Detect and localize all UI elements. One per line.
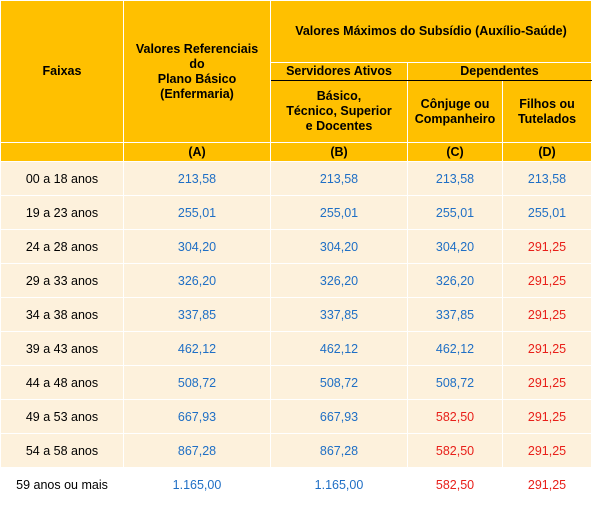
cell-faixa: 49 a 53 anos	[0, 399, 124, 434]
cell-col-a: 326,20	[123, 263, 271, 298]
cell-faixa: 44 a 48 anos	[0, 365, 124, 400]
header-maximos: Valores Máximos do Subsídio (Auxílio-Saú…	[270, 0, 592, 63]
cell-faixa: 19 a 23 anos	[0, 195, 124, 230]
cell-col-d: 291,25	[502, 297, 592, 332]
cell-faixa: 39 a 43 anos	[0, 331, 124, 366]
cell-col-c: 213,58	[407, 161, 503, 196]
cell-col-d: 291,25	[502, 229, 592, 264]
header-conjuge: Cônjuge ou Companheiro	[407, 80, 503, 143]
header-servidores: Servidores Ativos	[270, 62, 408, 81]
header-dependentes-label: Dependentes	[460, 64, 539, 78]
table-row: 29 a 33 anos 326,20 326,20 326,20 291,25	[0, 263, 592, 298]
cell-faixa: 59 anos ou mais	[0, 467, 124, 502]
cell-col-a: 462,12	[123, 331, 271, 366]
table-row: 49 a 53 anos 667,93 667,93 582,50 291,25	[0, 399, 592, 434]
cell-col-c: 255,01	[407, 195, 503, 230]
header-servidores-label: Servidores Ativos	[286, 64, 392, 78]
header-faixas-label: Faixas	[42, 64, 82, 78]
cell-faixa: 24 a 28 anos	[0, 229, 124, 264]
header-col-c: (C)	[407, 142, 503, 162]
header-maximos-label: Valores Máximos do Subsídio (Auxílio-Saú…	[295, 24, 567, 38]
cell-col-a: 213,58	[123, 161, 271, 196]
cell-col-a: 508,72	[123, 365, 271, 400]
cell-col-d: 291,25	[502, 365, 592, 400]
cell-col-c: 326,20	[407, 263, 503, 298]
table-body: 00 a 18 anos 213,58 213,58 213,58 213,58 19 a…	[0, 161, 592, 502]
header-conjuge-line1: Cônjuge ou	[420, 96, 490, 111]
header-referenciais-line1: Valores Referenciais	[135, 41, 259, 56]
cell-col-b: 508,72	[270, 365, 408, 400]
cell-col-d: 291,25	[502, 331, 592, 366]
header-faixas-letter	[0, 142, 124, 162]
cell-col-d: 291,25	[502, 467, 592, 502]
cell-col-d: 291,25	[502, 433, 592, 468]
cell-col-b: 667,93	[270, 399, 408, 434]
header-faixas: Faixas	[0, 0, 124, 143]
cell-faixa: 54 a 58 anos	[0, 433, 124, 468]
cell-col-d: 291,25	[502, 263, 592, 298]
cell-faixa: 00 a 18 anos	[0, 161, 124, 196]
cell-col-c: 582,50	[407, 399, 503, 434]
cell-col-a: 867,28	[123, 433, 271, 468]
header-referenciais: Valores Referenciais do Plano Básico (En…	[123, 0, 271, 143]
table-row: 24 a 28 anos 304,20 304,20 304,20 291,25	[0, 229, 592, 264]
cell-col-c: 508,72	[407, 365, 503, 400]
header-conjuge-line2: Companheiro	[414, 111, 496, 126]
header-dependentes: Dependentes	[407, 62, 592, 81]
header-referenciais-line3: Plano Básico	[157, 71, 237, 86]
table-row: 19 a 23 anos 255,01 255,01 255,01 255,01	[0, 195, 592, 230]
table-row: 34 a 38 anos 337,85 337,85 337,85 291,25	[0, 297, 592, 332]
table-row: 59 anos ou mais 1.165,00 1.165,00 582,50 291…	[0, 467, 592, 502]
cell-col-d: 255,01	[502, 195, 592, 230]
header-col-b-label: (B)	[330, 144, 348, 159]
cell-col-c: 304,20	[407, 229, 503, 264]
cell-col-b: 326,20	[270, 263, 408, 298]
cell-col-d: 213,58	[502, 161, 592, 196]
cell-faixa: 29 a 33 anos	[0, 263, 124, 298]
header-basico-line3: e Docentes	[305, 119, 373, 133]
header-col-b: (B)	[270, 142, 408, 162]
cell-col-c: 337,85	[407, 297, 503, 332]
table-row: 54 a 58 anos 867,28 867,28 582,50 291,25	[0, 433, 592, 468]
header-referenciais-line4: (Enfermaria)	[160, 86, 234, 101]
header-col-a: (A)	[123, 142, 271, 162]
header-referenciais-line2: do	[189, 56, 205, 71]
cell-faixa: 34 a 38 anos	[0, 297, 124, 332]
cell-col-b: 1.165,00	[270, 467, 408, 502]
cell-col-a: 304,20	[123, 229, 271, 264]
header-filhos-line1: Filhos ou	[519, 96, 575, 111]
cell-col-c: 582,50	[407, 433, 503, 468]
header-basico-line1: Básico,	[316, 89, 362, 103]
cell-col-a: 1.165,00	[123, 467, 271, 502]
table-row: 00 a 18 anos 213,58 213,58 213,58 213,58	[0, 161, 592, 196]
header-filhos-line2: Tutelados	[517, 111, 577, 126]
cell-col-a: 667,93	[123, 399, 271, 434]
cell-col-c: 462,12	[407, 331, 503, 366]
table-row: 39 a 43 anos 462,12 462,12 462,12 291,25	[0, 331, 592, 366]
cell-col-b: 462,12	[270, 331, 408, 366]
header-col-d: (D)	[502, 142, 592, 162]
table-row: 44 a 48 anos 508,72 508,72 508,72 291,25	[0, 365, 592, 400]
header-col-a-label: (A)	[188, 144, 206, 159]
cell-col-a: 255,01	[123, 195, 271, 230]
header-filhos: Filhos ou Tutelados	[502, 80, 592, 143]
cell-col-b: 255,01	[270, 195, 408, 230]
cell-col-b: 867,28	[270, 433, 408, 468]
cell-col-a: 337,85	[123, 297, 271, 332]
header-col-c-label: (C)	[446, 144, 464, 159]
header-basico-line2: Técnico, Superior	[286, 104, 392, 118]
cell-col-b: 337,85	[270, 297, 408, 332]
cell-col-c: 582,50	[407, 467, 503, 502]
header-col-d-label: (D)	[538, 144, 556, 159]
cell-col-b: 213,58	[270, 161, 408, 196]
cell-col-d: 291,25	[502, 399, 592, 434]
cell-col-b: 304,20	[270, 229, 408, 264]
header-basico: Básico, Técnico, Superior e Docentes	[270, 80, 408, 143]
